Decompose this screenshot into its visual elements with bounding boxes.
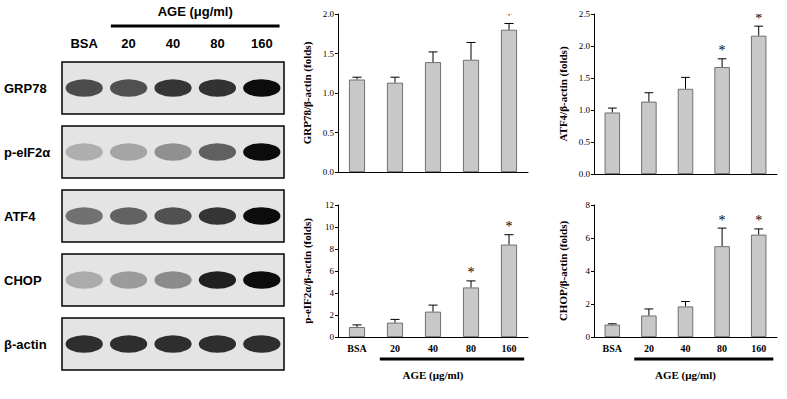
svg-text:CHOP/β-actin (folds): CHOP/β-actin (folds) [557, 221, 570, 322]
svg-text:0.5: 0.5 [579, 137, 591, 147]
svg-text:*: * [719, 43, 726, 58]
svg-text:GRP78/β-actin (folds): GRP78/β-actin (folds) [301, 41, 314, 144]
svg-text:80: 80 [717, 343, 727, 354]
svg-text:0.0: 0.0 [323, 167, 335, 177]
svg-text:12: 12 [325, 200, 334, 210]
svg-text:1.5: 1.5 [579, 73, 591, 83]
svg-text:2: 2 [330, 310, 335, 320]
svg-text:*: * [506, 8, 513, 23]
svg-text:1.0: 1.0 [323, 88, 335, 98]
svg-text:20: 20 [390, 343, 400, 354]
svg-text:8: 8 [330, 244, 335, 254]
svg-text:*: * [755, 11, 762, 26]
svg-text:4: 4 [330, 288, 335, 298]
svg-text:0.5: 0.5 [323, 128, 335, 138]
svg-text:0: 0 [586, 332, 591, 342]
svg-text:1.0: 1.0 [579, 105, 591, 115]
svg-text:20: 20 [121, 36, 135, 51]
svg-text:*: * [506, 219, 513, 234]
svg-text:*: * [755, 213, 762, 228]
svg-text:10: 10 [325, 222, 335, 232]
svg-text:BSA: BSA [347, 343, 367, 354]
svg-text:40: 40 [166, 36, 180, 51]
svg-text:160: 160 [251, 36, 273, 51]
svg-text:p-eIF2α: p-eIF2α [4, 145, 50, 160]
svg-text:6: 6 [330, 266, 335, 276]
svg-text:80: 80 [210, 36, 224, 51]
svg-text:β-actin: β-actin [4, 337, 47, 352]
svg-text:8: 8 [586, 200, 591, 210]
svg-text:p-eIF2α/β-actin (folds): p-eIF2α/β-actin (folds) [301, 218, 314, 324]
svg-text:AGE (μg/ml): AGE (μg/ml) [158, 4, 233, 19]
svg-text:40: 40 [681, 343, 691, 354]
svg-text:CHOP: CHOP [4, 273, 42, 288]
svg-text:ATF4: ATF4 [4, 209, 36, 224]
svg-text:1.5: 1.5 [323, 49, 335, 59]
svg-text:BSA: BSA [603, 343, 623, 354]
svg-text:AGE (μg/ml): AGE (μg/ml) [403, 369, 464, 382]
svg-text:GRP78: GRP78 [4, 81, 47, 96]
svg-text:160: 160 [502, 343, 517, 354]
svg-text:AGE (μg/ml): AGE (μg/ml) [655, 369, 716, 382]
svg-text:2.5: 2.5 [579, 9, 591, 19]
svg-text:2: 2 [586, 299, 591, 309]
svg-text:20: 20 [644, 343, 654, 354]
svg-text:*: * [719, 213, 726, 228]
svg-text:6: 6 [586, 233, 591, 243]
svg-text:80: 80 [466, 343, 476, 354]
svg-text:BSA: BSA [70, 36, 98, 51]
svg-text:2.0: 2.0 [579, 41, 591, 51]
svg-text:ATF4/β-actin (folds): ATF4/β-actin (folds) [557, 46, 570, 141]
svg-text:0.0: 0.0 [579, 169, 591, 179]
svg-text:160: 160 [751, 343, 766, 354]
svg-text:40: 40 [428, 343, 438, 354]
svg-text:*: * [468, 265, 475, 280]
svg-text:2.0: 2.0 [323, 9, 335, 19]
svg-text:0: 0 [330, 332, 335, 342]
svg-text:4: 4 [586, 266, 591, 276]
